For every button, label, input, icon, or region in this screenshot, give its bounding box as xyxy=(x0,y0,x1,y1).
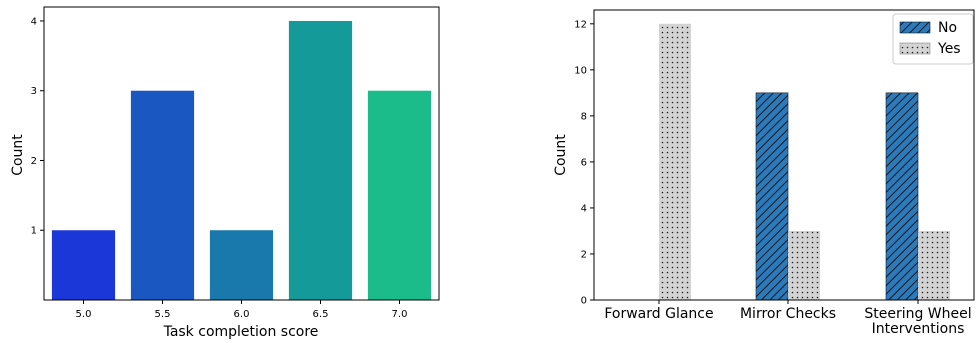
legend-frame xyxy=(892,13,974,65)
left-y-tick-label: 2 xyxy=(31,156,37,167)
left-y-tick-label: 3 xyxy=(31,86,37,97)
right-y-tick-label: 8 xyxy=(581,111,587,122)
left-bar-5-0 xyxy=(51,230,116,300)
right-y-tick-label: 2 xyxy=(581,249,587,260)
left-y-axis-title: Count xyxy=(10,134,26,176)
left-x-tick-label: 5.5 xyxy=(155,309,171,320)
legend-swatch-yes xyxy=(899,42,931,55)
right-y-tick-label: 10 xyxy=(574,65,587,76)
left-x-axis-title: Task completion score xyxy=(163,324,319,340)
legend-swatch-no xyxy=(899,21,931,34)
right-bar-no-1 xyxy=(755,92,789,301)
left-bar-6-0 xyxy=(209,230,274,300)
left-y-tick-label: 4 xyxy=(31,16,37,27)
left-x-tick-label: 5.0 xyxy=(76,309,92,320)
right-y-tick-label: 6 xyxy=(581,157,587,168)
right-bar-yes-2 xyxy=(918,230,950,300)
right-x-tick-label: Mirror Checks xyxy=(740,306,836,322)
right-bar-yes-1 xyxy=(788,230,820,300)
left-x-tick-label: 6.0 xyxy=(234,309,250,320)
right-y-tick-label: 4 xyxy=(581,203,587,214)
task-score-chart: 1 2 3 4 5.0 5.5 6.0 6.5 7.0 Task completion sco… xyxy=(10,6,440,340)
left-bar-5-5 xyxy=(130,90,195,300)
right-plot-frame xyxy=(593,9,975,301)
behavior-chart: 0 2 4 6 8 10 12 Forward Glance Mirror Checks Ste… xyxy=(553,9,975,337)
right-bar-yes-0 xyxy=(659,23,691,301)
legend-label-no: No xyxy=(938,20,957,36)
right-y-axis-title: Count xyxy=(553,134,569,176)
right-x-tick-label: Interventions xyxy=(872,321,965,337)
legend-label-yes: Yes xyxy=(937,41,961,57)
right-y-tick-label: 0 xyxy=(581,296,587,307)
legend: No Yes xyxy=(892,13,974,65)
left-x-tick-label: 6.5 xyxy=(313,309,329,320)
left-x-tick-label: 7.0 xyxy=(392,309,408,320)
right-y-tick-label: 12 xyxy=(574,19,587,30)
right-bar-no-2 xyxy=(885,92,919,301)
right-x-tick-label: Forward Glance xyxy=(604,306,713,322)
right-x-tick-label: Steering Wheel xyxy=(864,306,971,322)
left-bar-7-0 xyxy=(367,90,432,300)
left-y-tick-label: 1 xyxy=(31,226,37,237)
left-bar-6-5 xyxy=(288,20,353,300)
